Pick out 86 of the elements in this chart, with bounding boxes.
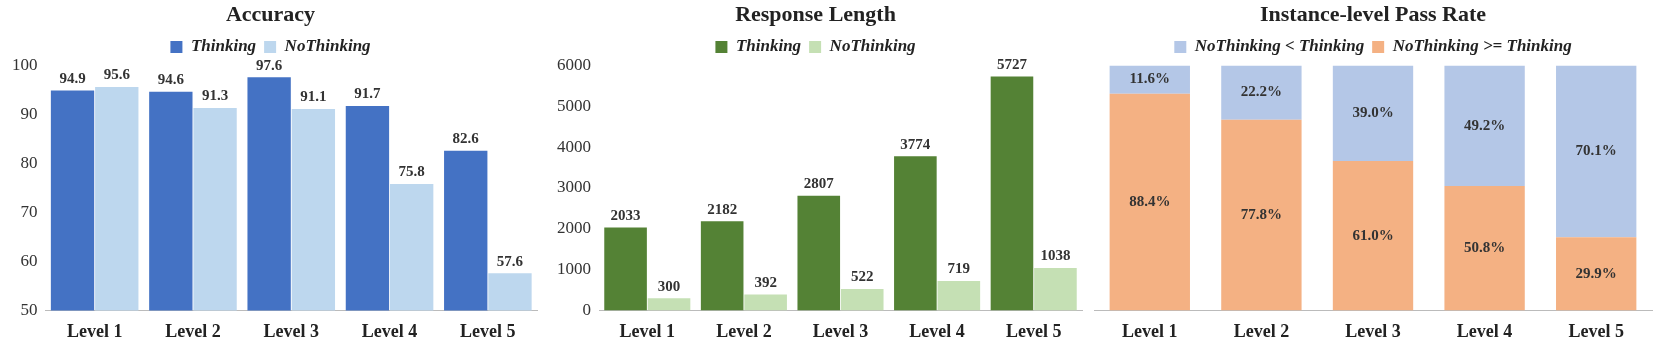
legend-label: Thinking <box>735 36 802 56</box>
legend-label: NoThinking <box>283 36 372 56</box>
bar <box>894 156 937 311</box>
data-label: 11.6% <box>1129 70 1171 87</box>
y-tick-label: 0 <box>582 299 591 319</box>
data-label: 94.6 <box>157 71 185 88</box>
data-label: 39.0% <box>1352 104 1394 121</box>
data-label: 77.8% <box>1240 205 1283 222</box>
y-tick-label: 3000 <box>557 177 591 197</box>
x-tick-label: Level 3 <box>812 320 869 341</box>
y-tick-label: 90 <box>20 103 38 123</box>
data-label: 719 <box>947 260 971 277</box>
y-tick-label: 4000 <box>557 136 591 156</box>
y-tick-label: 60 <box>20 250 38 270</box>
data-label: 95.6 <box>103 66 131 83</box>
bar <box>1444 65 1525 186</box>
data-label: 82.6 <box>452 130 480 147</box>
bar <box>1221 65 1302 120</box>
data-label: 49.2% <box>1463 116 1506 133</box>
data-label: 392 <box>754 273 777 290</box>
bar <box>1221 119 1302 311</box>
bar <box>1109 93 1190 311</box>
legend-label: NoThinking < Thinking <box>1193 36 1365 56</box>
legend-label: NoThinking <box>828 36 917 56</box>
data-label: 2182 <box>707 200 738 217</box>
y-tick-label: 80 <box>20 152 38 172</box>
x-tick-label: Level 1 <box>619 320 676 341</box>
data-label: 29.9% <box>1575 264 1617 281</box>
chart-title: Response Length <box>735 0 896 26</box>
x-tick-label: Level 3 <box>1345 320 1401 341</box>
data-label: 91.3 <box>201 87 229 104</box>
data-label: 94.9 <box>59 69 86 86</box>
data-label: 91.7 <box>354 85 382 102</box>
x-tick-label: Level 5 <box>1005 320 1062 341</box>
bar <box>647 298 691 311</box>
bar <box>604 227 647 311</box>
x-tick-label: Level 4 <box>909 320 965 341</box>
y-tick-label: 70 <box>20 201 38 221</box>
x-tick-label: Level 5 <box>460 320 516 341</box>
bar <box>1332 160 1414 311</box>
x-tick-label: Level 2 <box>716 320 772 341</box>
x-tick-label: Level 2 <box>165 320 221 341</box>
legend-label: Thinking <box>190 36 257 56</box>
data-label: 2807 <box>803 175 835 192</box>
bar <box>840 289 884 311</box>
data-label: 300 <box>657 277 681 294</box>
x-tick-label: Level 1 <box>66 320 123 341</box>
y-tick-label: 100 <box>12 54 38 74</box>
legend-label: NoThinking >= Thinking <box>1391 36 1573 56</box>
data-label: 5727 <box>996 55 1028 72</box>
data-label: 97.6 <box>256 56 283 73</box>
bar <box>1034 268 1077 311</box>
bar <box>937 281 981 311</box>
data-label: 1038 <box>1040 247 1071 264</box>
bar <box>1556 65 1637 238</box>
x-tick-label: Level 2 <box>1233 320 1290 341</box>
bar <box>700 221 744 311</box>
data-label: 22.2% <box>1240 83 1283 100</box>
x-tick-label: Level 4 <box>1456 320 1513 341</box>
data-label: 70.1% <box>1575 142 1617 159</box>
data-label: 57.6 <box>496 252 524 269</box>
data-label: 50.8% <box>1463 239 1506 256</box>
x-tick-label: Level 5 <box>1568 320 1624 341</box>
chart-title: Accuracy <box>225 0 316 26</box>
data-label: 2033 <box>610 206 641 223</box>
data-label: 91.1 <box>300 88 327 105</box>
y-tick-label: 6000 <box>557 54 591 74</box>
x-tick-label: Level 1 <box>1122 320 1178 341</box>
data-label: 3774 <box>900 135 931 152</box>
y-tick-label: 50 <box>20 299 38 319</box>
bar <box>1332 65 1414 161</box>
y-tick-label: 2000 <box>557 218 591 238</box>
bar <box>990 76 1034 311</box>
x-tick-label: Level 3 <box>263 320 319 341</box>
bar <box>1444 185 1525 311</box>
bar <box>797 195 841 311</box>
y-tick-label: 1000 <box>557 259 591 279</box>
chart-title: Instance-level Pass Rate <box>1259 0 1487 26</box>
bar <box>744 294 787 311</box>
data-label: 61.0% <box>1352 226 1394 243</box>
bar <box>1556 237 1637 311</box>
y-tick-label: 5000 <box>557 95 591 115</box>
data-label: 75.8 <box>398 163 425 180</box>
data-label: 88.4% <box>1129 192 1171 209</box>
x-tick-label: Level 4 <box>361 320 418 341</box>
data-label: 522 <box>850 268 874 285</box>
